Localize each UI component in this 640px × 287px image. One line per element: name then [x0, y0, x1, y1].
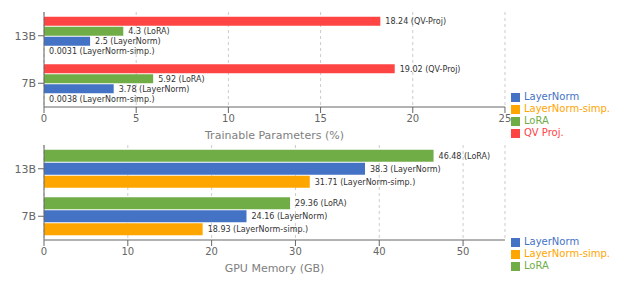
svg-text:GPU Memory (GB): GPU Memory (GB) [225, 262, 325, 274]
html-text:LoRA: LoRA [524, 115, 549, 126]
svg-text:2.5 (LayerNorm): 2.5 (LayerNorm) [95, 37, 161, 46]
svg-text:0: 0 [41, 246, 47, 257]
html-text:LayerNorm-simp.: LayerNorm-simp. [524, 248, 610, 259]
svg-text:40: 40 [373, 246, 386, 257]
svg-text:Trainable Parameters (%): Trainable Parameters (%) [204, 129, 344, 141]
svg-text:5: 5 [133, 113, 139, 124]
svg-text:20: 20 [205, 246, 218, 257]
svg-text:7B: 7B [21, 210, 36, 223]
svg-text:3.78 (LayerNorm): 3.78 (LayerNorm) [119, 85, 190, 94]
svg-text:46.48 (LoRA): 46.48 (LoRA) [439, 152, 491, 161]
svg-text:13B: 13B [14, 30, 36, 43]
svg-text:30: 30 [289, 246, 302, 257]
html-text:LayerNorm-simp.: LayerNorm-simp. [524, 103, 610, 114]
svg-text:25: 25 [499, 113, 512, 124]
svg-text:24.16 (LayerNorm): 24.16 (LayerNorm) [251, 212, 327, 221]
svg-text:18.93 (LayerNorm-simp.): 18.93 (LayerNorm-simp.) [208, 225, 309, 234]
html-text:LayerNorm: LayerNorm [524, 91, 580, 102]
svg-text:4.3 (LoRA): 4.3 (LoRA) [128, 27, 169, 36]
svg-text:20: 20 [406, 113, 419, 124]
svg-text:0.0031 (LayerNorm-simp.): 0.0031 (LayerNorm-simp.) [49, 47, 155, 56]
svg-text:31.71 (LayerNorm-simp.): 31.71 (LayerNorm-simp.) [315, 178, 416, 187]
svg-text:7B: 7B [21, 77, 36, 90]
svg-text:38.3 (LayerNorm): 38.3 (LayerNorm) [370, 165, 441, 174]
svg-text:10: 10 [222, 113, 235, 124]
svg-text:0.0038 (LayerNorm-simp.): 0.0038 (LayerNorm-simp.) [49, 95, 155, 104]
svg-text:29.36 (LoRA): 29.36 (LoRA) [295, 199, 347, 208]
svg-text:10: 10 [121, 246, 134, 257]
svg-text:19.02 (QV-Proj): 19.02 (QV-Proj) [400, 65, 461, 74]
svg-text:0: 0 [41, 113, 47, 124]
html-text:QV Proj.: QV Proj. [524, 127, 564, 138]
svg-text:13B: 13B [14, 163, 36, 176]
svg-text:50: 50 [457, 246, 470, 257]
svg-text:18.24 (QV-Proj): 18.24 (QV-Proj) [385, 17, 446, 26]
svg-text:5.92 (LoRA): 5.92 (LoRA) [158, 75, 205, 84]
html-text:LayerNorm: LayerNorm [524, 236, 580, 247]
svg-text:15: 15 [314, 113, 327, 124]
html-text:LoRA: LoRA [524, 260, 549, 271]
